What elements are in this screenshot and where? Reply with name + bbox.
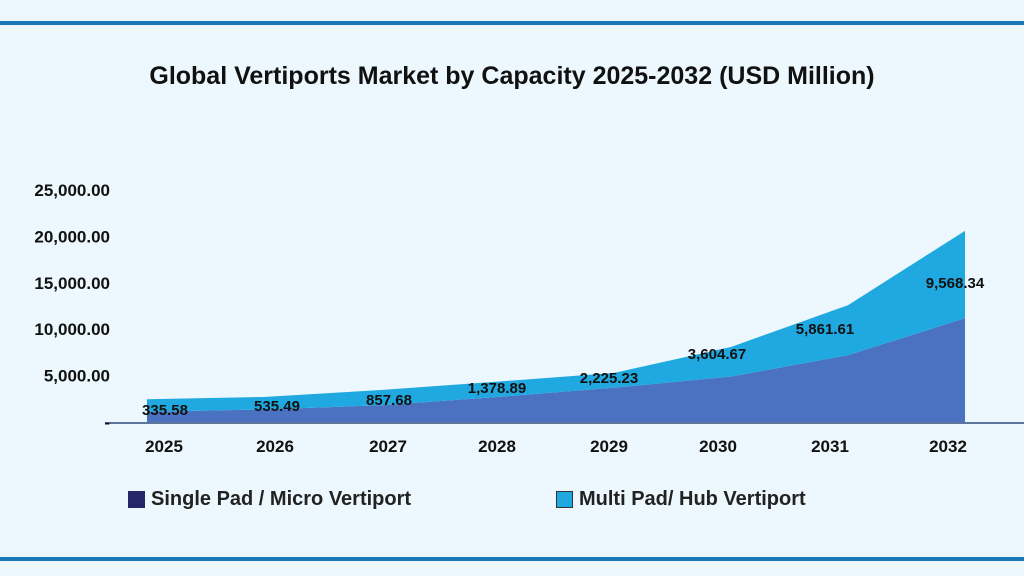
x-tick-label: 2027: [369, 437, 407, 456]
data-label: 535.49: [254, 398, 300, 415]
y-tick-label: 20,000.00: [34, 227, 110, 246]
y-tick-label: 5,000.00: [44, 367, 110, 386]
legend-label: Single Pad / Micro Vertiport: [151, 488, 412, 510]
y-tick-label: 25,000.00: [34, 181, 110, 200]
data-label: 3,604.67: [688, 346, 746, 363]
data-label: 335.58: [142, 402, 188, 419]
legend-item-multi-pad: Multi Pad/ Hub Vertiport: [556, 488, 806, 511]
x-tick-label: 2028: [478, 437, 516, 456]
legend-label: Multi Pad/ Hub Vertiport: [579, 488, 806, 510]
legend-swatch-single-pad: [128, 491, 145, 508]
x-tick-label: 2029: [590, 437, 628, 456]
y-tick-label: 15,000.00: [34, 274, 110, 293]
y-tick-label: -: [104, 413, 110, 432]
chart-title: Global Vertiports Market by Capacity 202…: [149, 62, 875, 90]
x-tick-label: 2025: [145, 437, 183, 456]
legend-item-single-pad: Single Pad / Micro Vertiport: [128, 488, 411, 511]
x-tick-label: 2030: [699, 437, 737, 456]
data-label: 9,568.34: [926, 275, 985, 292]
legend-swatch-multi-pad: [556, 491, 573, 508]
y-tick-label: 10,000.00: [34, 320, 110, 339]
x-tick-label: 2032: [929, 437, 967, 456]
area-series-1: [147, 230, 965, 412]
x-tick-label: 2031: [811, 437, 849, 456]
area-series-0: [147, 318, 965, 422]
x-tick-label: 2026: [256, 437, 294, 456]
data-label: 5,861.61: [796, 321, 854, 338]
data-label: 2,225.23: [580, 370, 638, 387]
bottom-rule: [0, 557, 1024, 561]
data-label: 857.68: [366, 392, 412, 409]
top-rule: [0, 21, 1024, 25]
data-label: 1,378.89: [468, 380, 526, 397]
